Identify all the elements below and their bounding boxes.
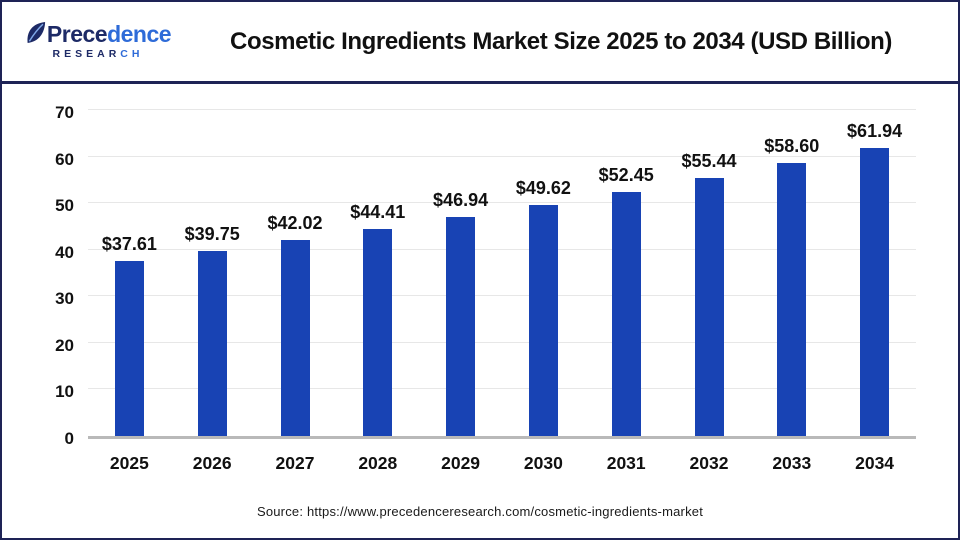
bar-value-label: $52.45	[598, 164, 654, 185]
x-tick-label: 2026	[192, 453, 232, 473]
bar-2030	[528, 204, 558, 436]
bar-value-label: $42.02	[267, 213, 323, 234]
y-axis-labels: 0 10 20 30 40 50 60 70	[2, 103, 74, 448]
bar-value-label: $37.61	[101, 233, 157, 254]
x-tick-label: 2034	[855, 453, 895, 473]
x-tick-label: 2033	[772, 453, 812, 473]
x-tick-label: 2027	[275, 453, 315, 473]
y-tick-label: 50	[55, 196, 74, 216]
logo-name: Precedence	[46, 21, 172, 48]
y-gridline	[88, 155, 916, 157]
y-gridline	[88, 109, 916, 110]
chart-region: 0 10 20 30 40 50 60 70 $37.61 $39.75 $42.02 $44.41…	[2, 84, 958, 535]
x-axis-labels: 2025 2026 2027 2028 2029 2030 2031 2032 2033 2034	[88, 452, 916, 474]
y-gridline	[88, 248, 916, 250]
plot-area: $37.61 $39.75 $42.02 $44.41 $46.94 $49.62 $52.…	[88, 109, 916, 439]
bar-2025	[114, 260, 144, 436]
y-gridline	[88, 295, 916, 297]
y-tick-label: 20	[55, 335, 74, 355]
y-tick-label: 10	[55, 382, 74, 402]
y-tick-label: 30	[55, 289, 74, 309]
y-tick-label: 70	[55, 103, 74, 122]
x-tick-label: 2025	[109, 453, 149, 473]
bar-value-label: $61.94	[847, 120, 903, 141]
bar-2029	[446, 217, 476, 436]
bar-value-label: $44.41	[350, 202, 406, 223]
bar-value-label: $55.44	[681, 150, 737, 171]
x-tick-label: 2030	[523, 453, 563, 473]
logo-subtitle: RESEARCH	[52, 48, 144, 61]
bar-value-label: $58.60	[764, 136, 820, 157]
x-tick-label: 2032	[689, 453, 729, 473]
y-tick-label: 40	[55, 242, 74, 262]
y-gridline	[88, 202, 916, 204]
y-gridline	[88, 341, 916, 343]
bar-2026	[197, 250, 227, 436]
leaf-icon	[27, 22, 46, 44]
header: Precedence RESEARCH Cosmetic Ingredients…	[2, 2, 958, 84]
source-text: Source: https://www.precedenceresearch.c…	[256, 504, 704, 519]
logo-wordmark: Precedence	[18, 21, 178, 48]
bar-2033	[777, 163, 807, 436]
chart-title: Cosmetic Ingredients Market Size 2025 to…	[230, 27, 892, 55]
y-gridline	[88, 388, 916, 390]
bar-2028	[363, 229, 393, 436]
bar-value-label: $39.75	[184, 223, 240, 244]
bar-2032	[694, 177, 724, 436]
bar-2027	[280, 240, 310, 436]
bar-2034	[860, 147, 890, 436]
bar-value-label: $46.94	[433, 190, 489, 211]
precedence-research-logo: Precedence RESEARCH	[18, 21, 178, 61]
x-tick-label: 2028	[358, 453, 398, 473]
y-tick-label: 0	[64, 429, 74, 448]
y-tick-label: 60	[55, 149, 74, 169]
x-tick-label: 2029	[441, 453, 481, 473]
bar-2031	[611, 191, 641, 436]
x-tick-label: 2031	[606, 453, 646, 473]
bar-value-label: $49.62	[515, 177, 571, 198]
